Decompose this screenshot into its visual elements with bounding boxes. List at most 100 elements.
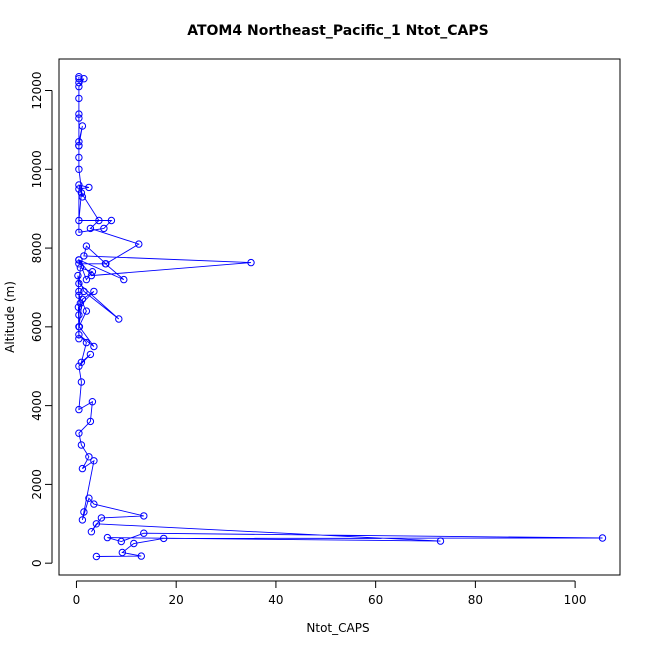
data-point: [80, 287, 88, 296]
data-point: [75, 110, 83, 118]
data-point: [80, 508, 88, 516]
data-point: [115, 315, 123, 323]
data-point: [82, 338, 91, 347]
data-point: [75, 181, 83, 189]
data-point: [78, 193, 87, 201]
data-point: [87, 271, 96, 280]
y-tick-label: 6000: [30, 312, 44, 343]
data-point: [87, 528, 96, 536]
data-point: [76, 264, 85, 272]
data-point: [75, 73, 83, 81]
y-tick-label: 12000: [30, 71, 44, 109]
data-point: [75, 335, 83, 343]
y-tick-label: 2000: [30, 469, 44, 500]
data-point: [77, 441, 86, 449]
data-point: [76, 299, 85, 307]
data-point: [75, 323, 83, 331]
data-point: [75, 165, 83, 174]
data-point: [135, 240, 143, 248]
data-point: [78, 516, 87, 524]
data-point: [75, 362, 83, 370]
data-point: [90, 287, 98, 296]
data-point: [107, 216, 116, 225]
data-point: [75, 142, 83, 150]
data-point: [78, 122, 87, 130]
data-point: [130, 539, 138, 548]
data-point: [75, 279, 83, 288]
data-point: [85, 183, 93, 192]
data-point: [75, 311, 83, 319]
data-point: [75, 429, 83, 437]
x-tick-label: 20: [169, 593, 184, 607]
data-point: [120, 275, 128, 284]
data-point: [118, 548, 127, 557]
data-point: [75, 260, 83, 268]
x-tick-label: 0: [73, 593, 81, 607]
data-point: [97, 514, 106, 522]
data-point: [92, 520, 101, 528]
data-point: [102, 260, 110, 268]
data-point: [80, 252, 88, 260]
y-axis-label: Altitude (m): [3, 281, 17, 353]
y-tick-label: 8000: [30, 233, 44, 264]
x-tick-label: 60: [368, 593, 383, 607]
x-axis-label: Ntot_CAPS: [306, 621, 369, 635]
data-point: [75, 405, 83, 414]
data-point: [85, 494, 93, 502]
data-point: [100, 224, 108, 233]
x-tick-label: 40: [268, 593, 283, 607]
data-point: [86, 224, 95, 233]
data-point: [82, 275, 91, 284]
data-point: [88, 268, 97, 276]
x-tick-label: 100: [564, 593, 587, 607]
data-point: [90, 342, 98, 351]
y-tick-label: 0: [30, 559, 44, 567]
data-point: [75, 287, 83, 296]
data-point: [77, 358, 86, 366]
series-line: [77, 76, 603, 557]
data-point: [75, 82, 83, 91]
data-point: [86, 417, 95, 426]
data-point: [117, 537, 126, 546]
data-point: [140, 512, 148, 520]
data-point: [75, 331, 83, 339]
data-point: [103, 533, 112, 542]
data-point: [75, 75, 83, 83]
data-point: [80, 75, 88, 83]
y-axis: 0 2000 4000 6000 8000 10000 12000: [30, 71, 53, 567]
data-point: [90, 500, 98, 508]
y-tick-label: 10000: [30, 150, 44, 188]
data-point: [160, 534, 168, 543]
data-point: [78, 464, 87, 473]
data-point: [75, 256, 83, 264]
data-point: [75, 138, 83, 146]
data-point: [137, 552, 146, 560]
data-point: [82, 307, 91, 315]
data-point: [92, 552, 101, 561]
data-point: [90, 457, 98, 465]
y-tick-label: 4000: [30, 390, 44, 421]
data-point: [140, 529, 148, 537]
series-layer: [74, 73, 607, 561]
data-point: [75, 94, 83, 103]
data-point: [436, 537, 445, 545]
data-point: [75, 228, 83, 237]
data-point: [77, 378, 86, 386]
data-point: [95, 216, 103, 225]
data-point: [88, 398, 97, 406]
data-point: [598, 534, 607, 542]
data-point: [86, 350, 95, 359]
data-point: [82, 242, 91, 250]
data-point: [75, 216, 83, 225]
data-point: [75, 185, 83, 193]
data-point: [74, 271, 82, 280]
x-axis: 0 20 40 60 80 100: [73, 580, 587, 607]
data-point: [85, 453, 93, 461]
data-point: [75, 114, 83, 122]
x-tick-label: 80: [468, 593, 483, 607]
data-point: [75, 291, 83, 299]
chart-title: ATOM4 Northeast_Pacific_1 Ntot_CAPS: [187, 23, 489, 39]
plot-frame: [58, 58, 621, 576]
data-point: [74, 303, 83, 311]
